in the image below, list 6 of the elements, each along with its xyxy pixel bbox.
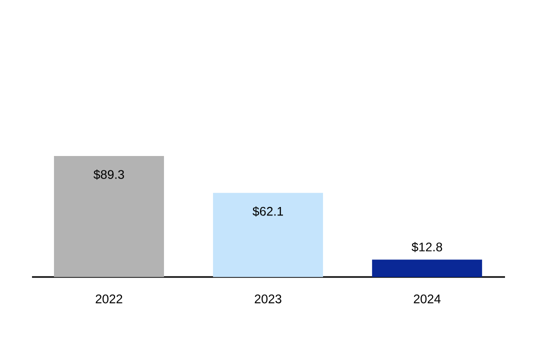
data-label: $12.8	[412, 242, 442, 252]
x-tick-label: 2024	[414, 294, 441, 304]
data-label: $89.3	[94, 170, 124, 180]
data-label: $62.1	[252, 206, 283, 216]
x-tick-label: 2023	[254, 294, 282, 304]
x-tick-label: 2022	[96, 294, 122, 304]
